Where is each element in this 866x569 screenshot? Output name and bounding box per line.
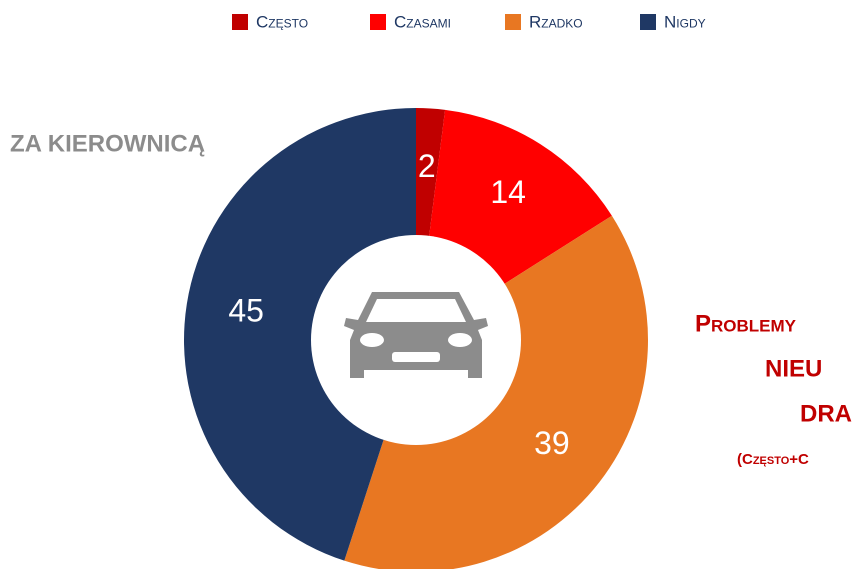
legend-label: Czasami: [394, 12, 451, 31]
car-icon: [344, 292, 488, 378]
annotation: Problemy: [695, 310, 797, 337]
legend-label: Nigdy: [664, 12, 706, 31]
chart-title: Za kierownicą: [10, 130, 205, 157]
legend-swatch: [370, 14, 386, 30]
data-label: 39: [534, 425, 570, 461]
legend-label: Rzadko: [529, 12, 583, 31]
legend-swatch: [505, 14, 521, 30]
data-label: 45: [228, 293, 264, 329]
annotation: dra: [800, 400, 852, 427]
annotation: (Często+C: [737, 451, 809, 468]
legend-swatch: [232, 14, 248, 30]
legend-swatch: [640, 14, 656, 30]
legend-label: Często: [256, 12, 308, 31]
donut-slice: [184, 108, 416, 561]
data-label: 14: [490, 174, 526, 210]
annotation: nieu: [765, 355, 822, 382]
data-label: 2: [418, 148, 436, 184]
legend: Często Czasami Rzadko Nigdy: [232, 12, 706, 31]
